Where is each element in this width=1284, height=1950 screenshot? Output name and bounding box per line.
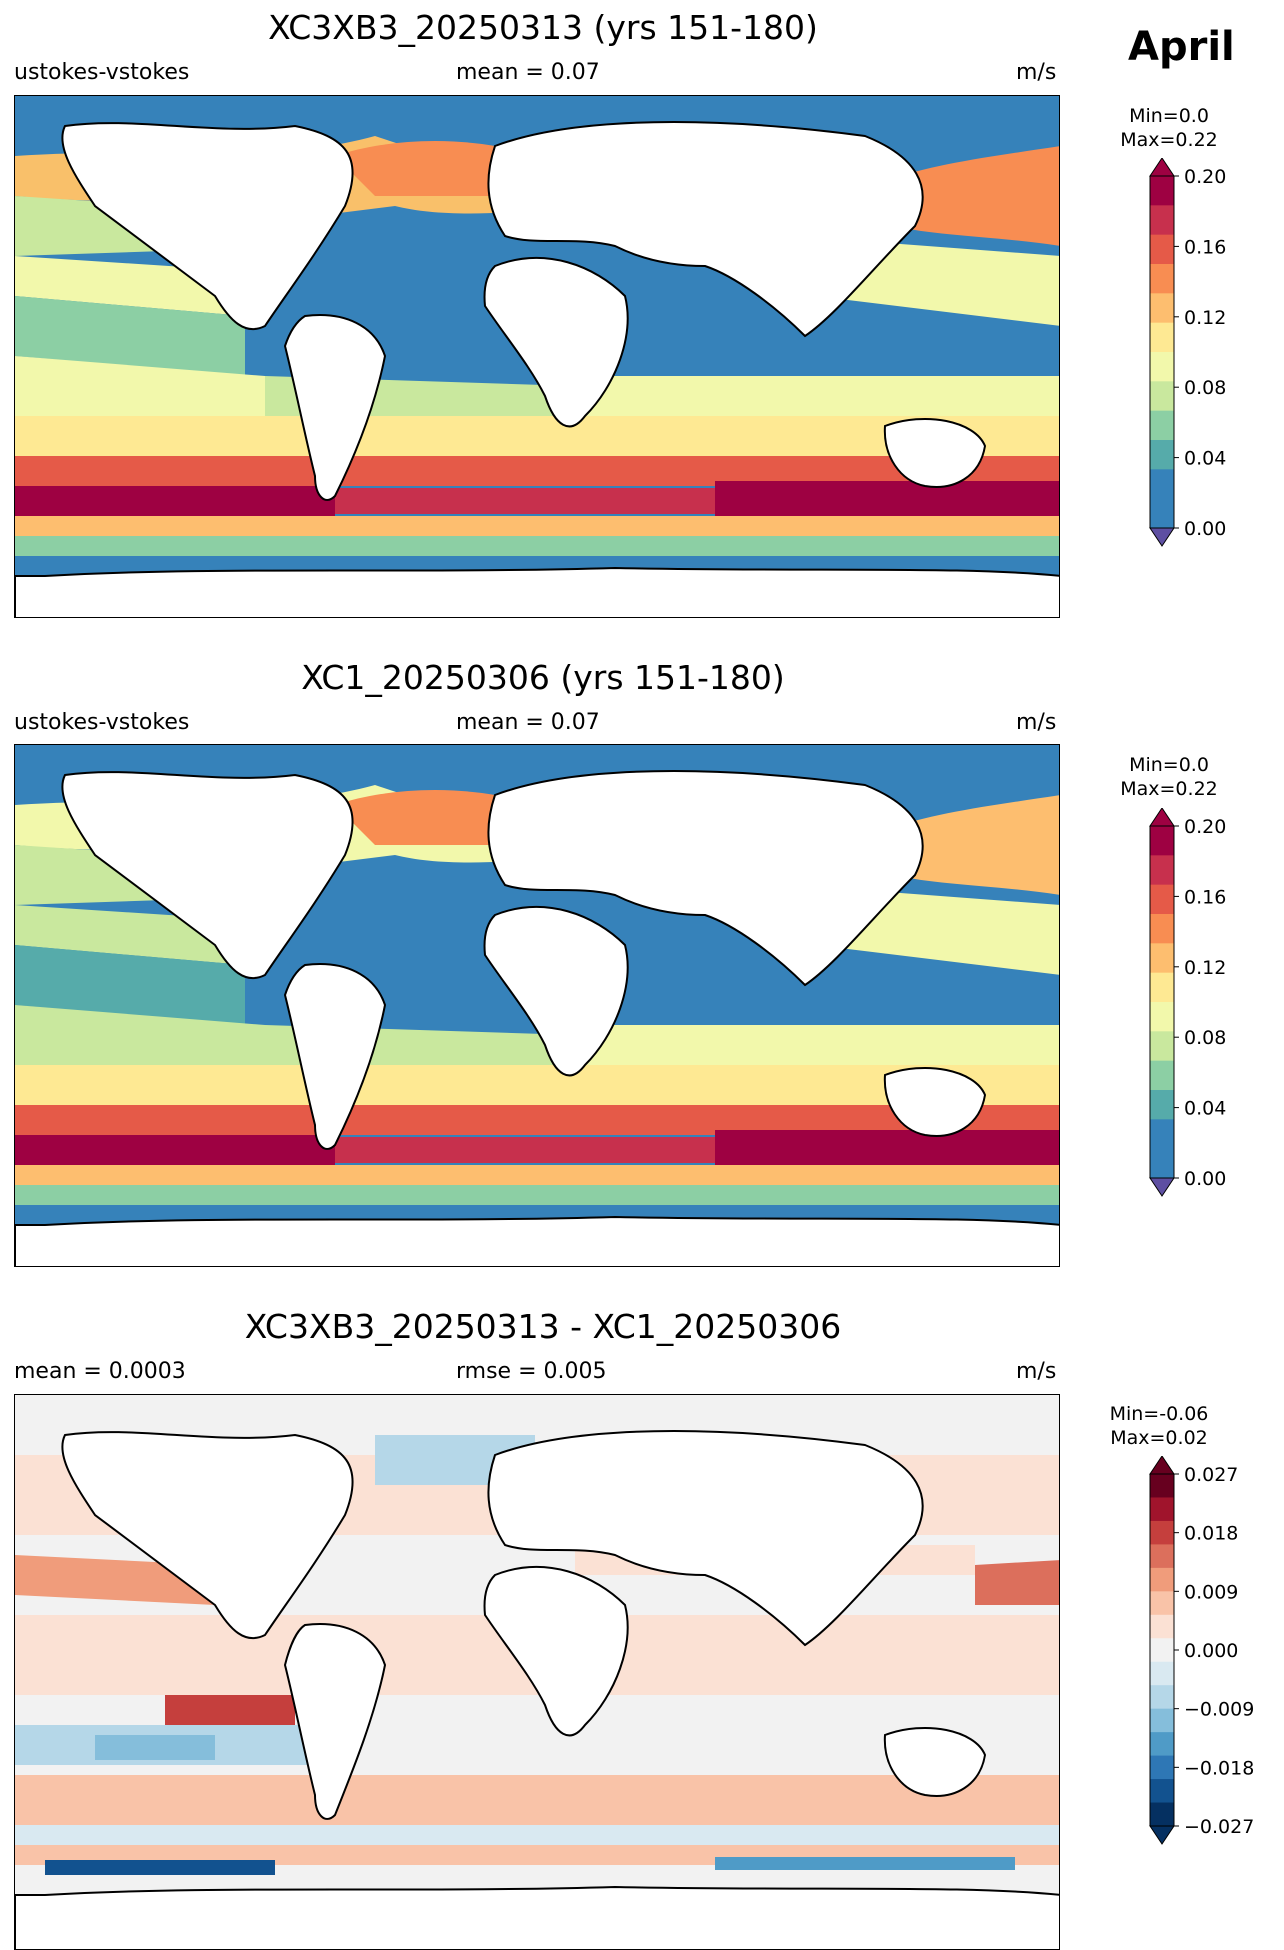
colorbar-extend-min [1149,1177,1175,1197]
colorbar-tick-label: 0.04 [1184,448,1226,470]
colorbar-tick-label: 0.12 [1184,307,1226,329]
colorbar-frame [1149,175,1175,529]
colorbar-segment [1150,1497,1174,1522]
colorbar-segment [1150,1090,1174,1120]
colorbar-tick-label: 0.12 [1184,957,1226,979]
colorbar-tick-label: 0.20 [1184,166,1226,188]
panel1-title: XC3XB3_20250313 (yrs 151-180) [268,8,818,47]
colorbar-extend-min [1149,527,1175,547]
colorbar-extend-max [1149,158,1175,177]
panel2-variable-label: ustokes-vstokes [14,710,190,735]
colorbar-segment [1150,943,1174,974]
colorbar-tick-label: −0.018 [1184,1757,1254,1779]
colorbar-segment [1150,1060,1174,1091]
colorbar-segment [1150,469,1174,500]
colorbar-segment [1150,1638,1174,1663]
colorbar-tick-label: 0.04 [1184,1098,1226,1120]
panel2-max-label: Max=0.22 [1120,778,1218,800]
panel1-min-label: Min=0.0 [1129,105,1209,127]
colorbar-segment [1150,1732,1174,1757]
colorbar-segment [1150,1591,1174,1616]
colorbar-tick-label: 0.16 [1184,886,1226,908]
colorbar-segment [1150,1119,1174,1150]
panel1-map [14,95,1060,618]
colorbar-segment [1150,293,1174,324]
colorbar-segment [1150,410,1174,441]
panel1-mean-label: mean = 0.07 [456,60,600,85]
colorbar-segment [1150,205,1174,236]
colorbar-tick-label: 0.00 [1184,518,1226,540]
panel3-title: XC3XB3_20250313 - XC1_20250306 [244,1307,842,1346]
colorbar-segment [1150,1148,1174,1179]
panel3-units-label: m/s [1016,1359,1057,1384]
colorbar-segment [1150,234,1174,265]
panel1-max-label: Max=0.22 [1120,129,1218,151]
panel3-map [14,1394,1060,1950]
colorbar-tick-label: 0.20 [1184,816,1226,838]
colorbar-segment [1150,855,1174,886]
colorbar-tick-label: 0.009 [1184,1581,1238,1603]
colorbar-frame [1149,825,1175,1179]
panel3-rmse-label: rmse = 0.005 [456,1359,607,1384]
colorbar-tick-label: 0.16 [1184,236,1226,258]
colorbar-segment [1150,1567,1174,1592]
colorbar-segment [1150,1755,1174,1780]
colorbar-segment [1150,1002,1174,1032]
colorbar-segment [1150,1661,1174,1686]
colorbar-segment [1150,352,1174,382]
colorbar-extend-max [1149,808,1175,827]
colorbar-segment [1150,914,1174,944]
colorbar-tick-label: 0.000 [1184,1640,1238,1662]
panel2-mean-label: mean = 0.07 [456,710,600,735]
colorbar-segment [1150,264,1174,294]
colorbar-extend-min [1149,1825,1175,1845]
colorbar-segment [1150,1520,1174,1545]
panel2-units-label: m/s [1016,710,1057,735]
panel1-variable-label: ustokes-vstokes [14,60,190,85]
colorbar-segment [1150,1685,1174,1710]
colorbar-segment [1150,1474,1174,1498]
colorbar-segment [1150,1031,1174,1062]
colorbar-tick-label: 0.018 [1184,1523,1238,1545]
colorbar-segment [1150,498,1174,529]
colorbar-segment [1150,1614,1174,1639]
month-label: April [1128,24,1235,70]
colorbar-tick-label: −0.027 [1184,1816,1254,1838]
panel3-max-label: Max=0.02 [1110,1427,1208,1449]
colorbar-extend-max [1149,1456,1175,1475]
colorbar-segment [1150,826,1174,856]
colorbar-segment [1150,440,1174,470]
panel1-colorbar: 0.20 0.16 0.12 0.08 0.04 0.00 [1149,158,1226,547]
panel2-min-label: Min=0.0 [1129,754,1209,776]
colorbar-segment [1150,972,1174,1003]
panel2-map [14,744,1060,1267]
colorbar-tick-label: 0.08 [1184,1027,1226,1049]
colorbar-segment [1150,1802,1174,1827]
colorbar-tick-label: 0.00 [1184,1168,1226,1190]
panel3-mean-label: mean = 0.0003 [14,1359,186,1384]
panel1-units-label: m/s [1016,60,1057,85]
colorbar-segment [1150,1779,1174,1804]
colorbar-segment [1150,1544,1174,1569]
colorbar-tick-label: −0.009 [1184,1699,1254,1721]
panel2-title: XC1_20250306 (yrs 151-180) [301,658,785,697]
colorbar-segment [1150,322,1174,353]
panel3-colorbar: 0.027 0.018 0.009 0.000 −0.009 −0.018 −0.027 [1149,1456,1254,1845]
colorbar-tick-label: 0.08 [1184,377,1226,399]
colorbar-segment [1150,884,1174,915]
colorbar-segment [1150,176,1174,206]
colorbar-segment [1150,1708,1174,1733]
panel3-min-label: Min=-0.06 [1109,1403,1209,1425]
panel2-colorbar: 0.20 0.16 0.12 0.08 0.04 0.00 [1149,808,1226,1197]
colorbar-tick-label: 0.027 [1184,1464,1238,1486]
colorbar-segment [1150,381,1174,412]
